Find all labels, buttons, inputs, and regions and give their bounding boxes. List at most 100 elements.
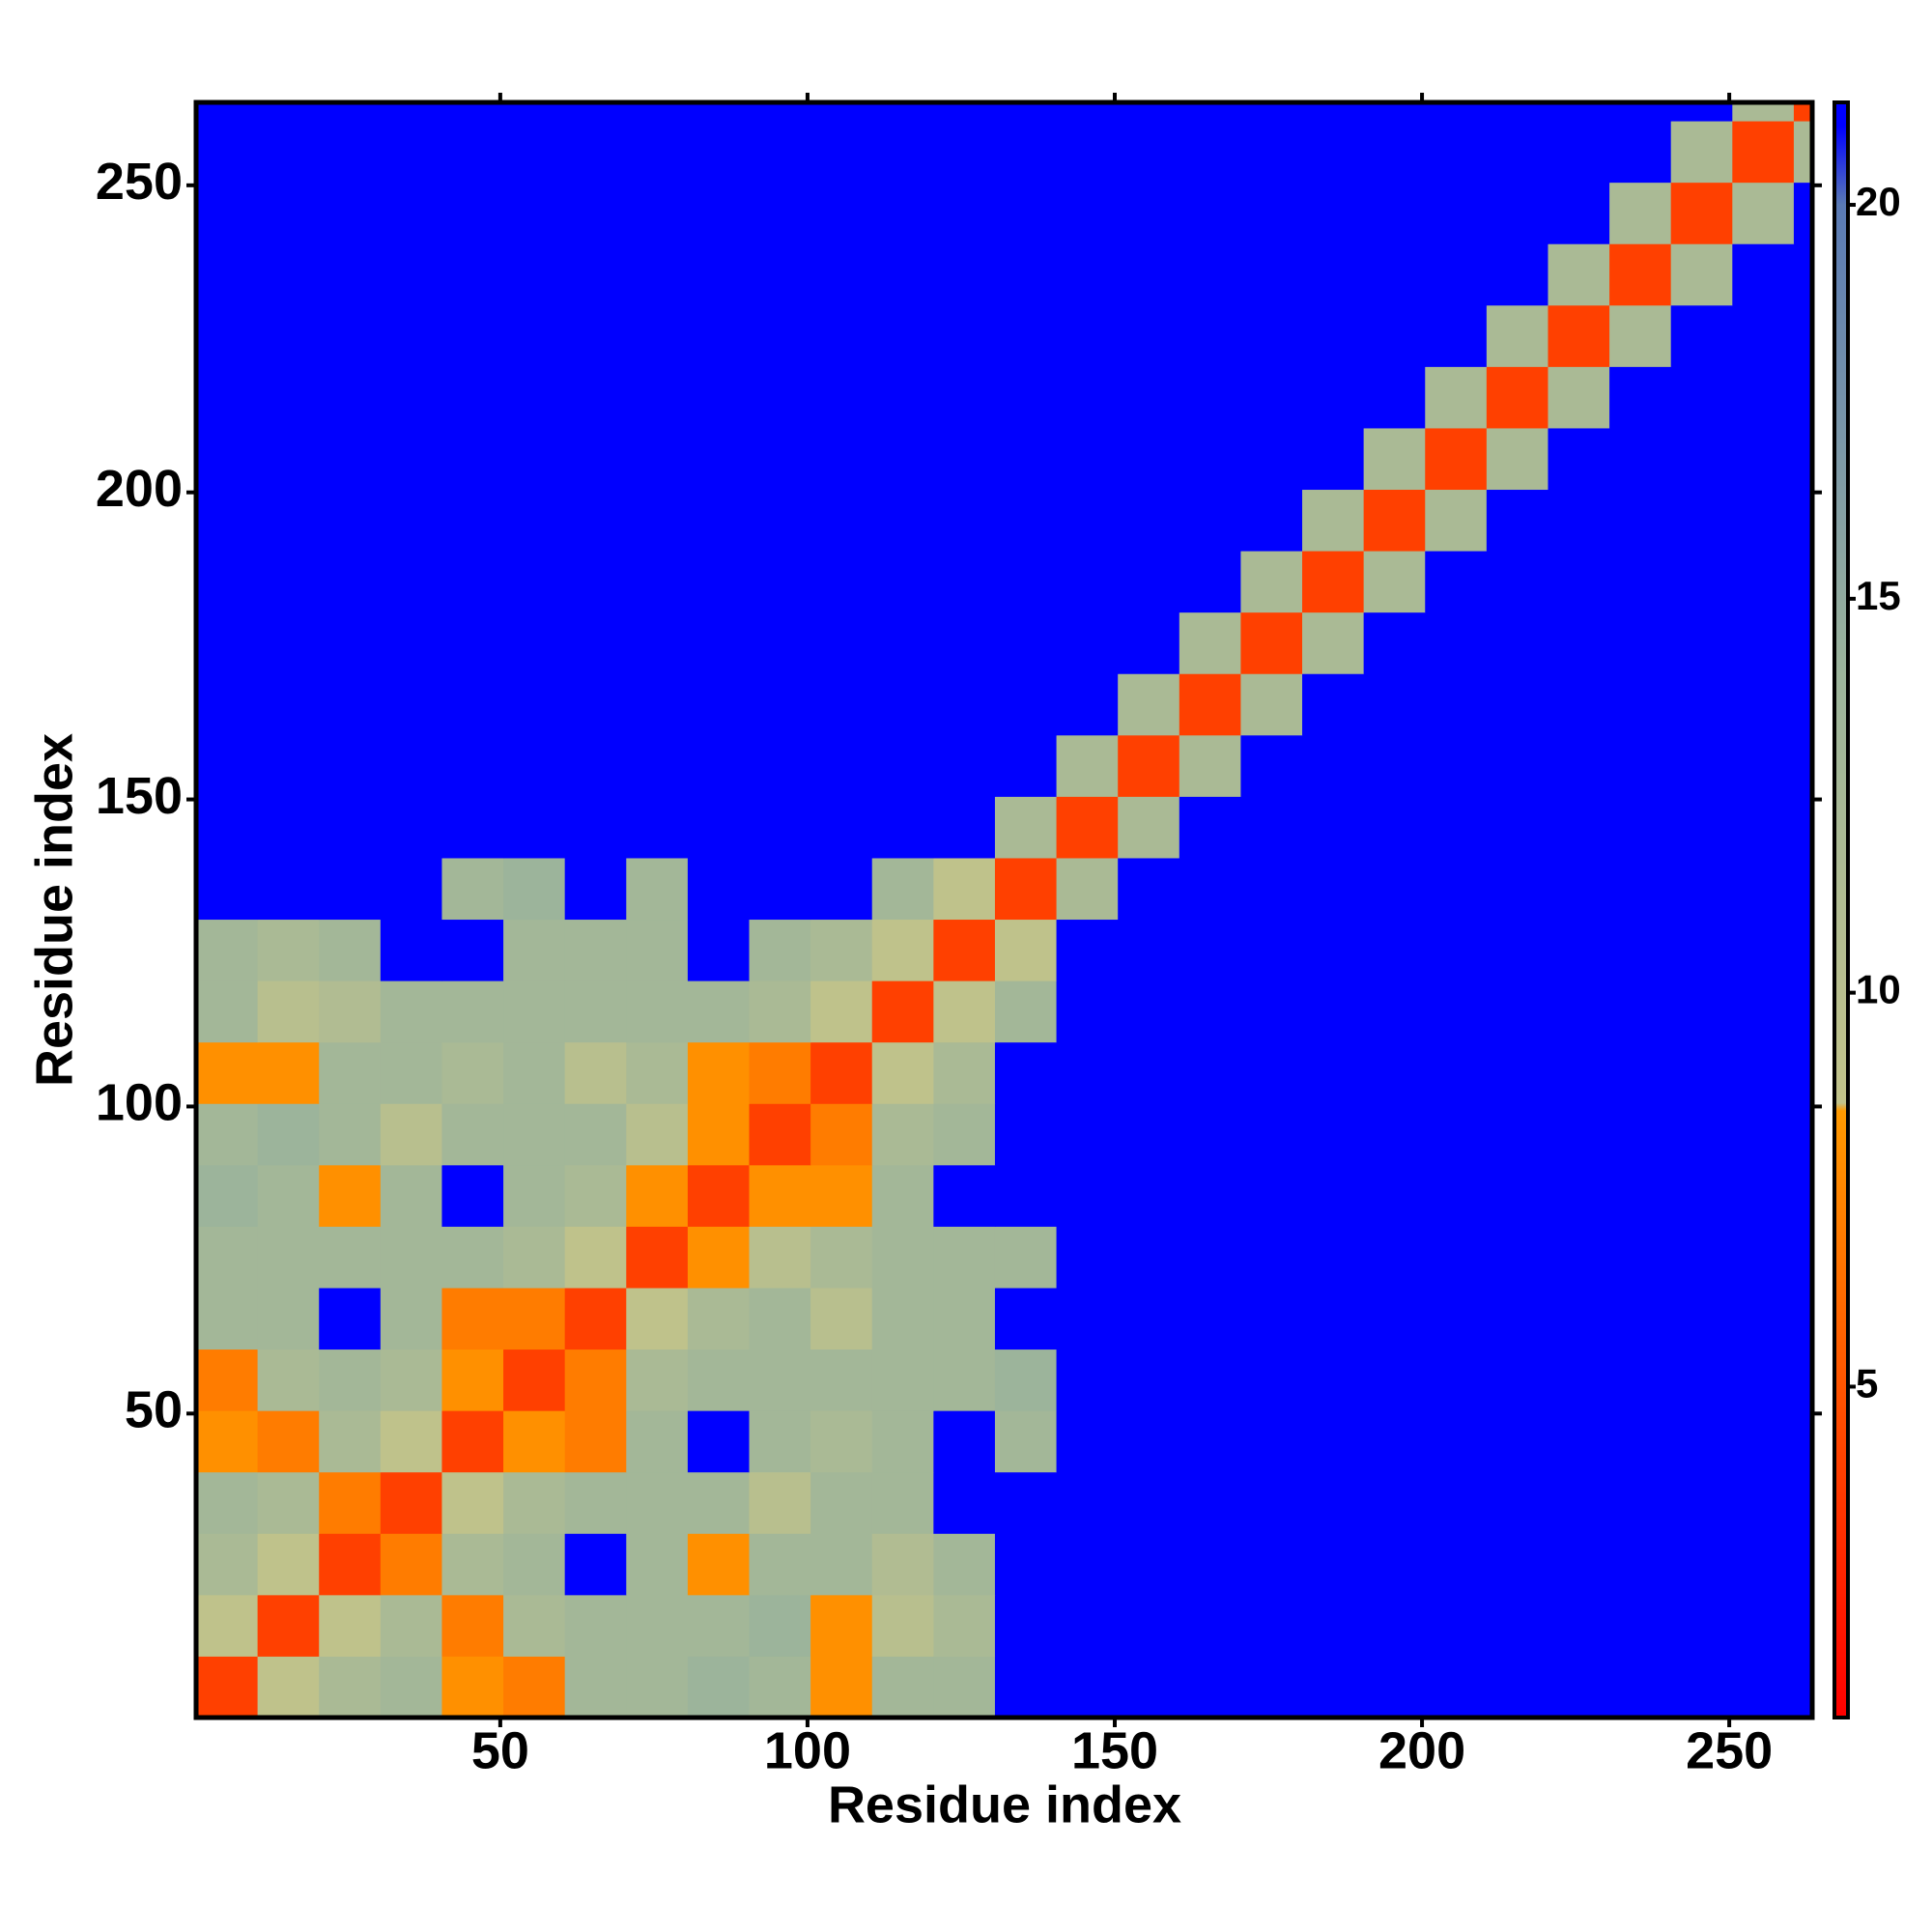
heatmap-cell xyxy=(1118,1164,1180,1227)
heatmap-cell xyxy=(503,673,566,736)
heatmap-cell xyxy=(1548,1287,1610,1350)
heatmap-cell xyxy=(503,1656,566,1719)
heatmap-cell xyxy=(1793,1226,1813,1289)
heatmap-cell xyxy=(1548,1164,1610,1227)
heatmap-cell xyxy=(380,1656,442,1719)
heatmap-cell xyxy=(1302,102,1365,122)
heatmap-cell xyxy=(1609,551,1672,613)
heatmap-cell xyxy=(196,102,259,122)
heatmap-cell xyxy=(1363,1164,1426,1227)
heatmap-cell xyxy=(1056,673,1119,736)
heatmap-cell xyxy=(687,1410,751,1473)
heatmap-cell xyxy=(1793,1164,1813,1227)
heatmap-cell xyxy=(1240,1041,1303,1104)
heatmap-cell xyxy=(503,980,566,1043)
heatmap-cell xyxy=(564,489,627,552)
heatmap-cell xyxy=(1179,980,1241,1043)
heatmap-cell xyxy=(1793,673,1813,736)
heatmap-cell xyxy=(1240,857,1303,921)
heatmap-cell xyxy=(503,1226,566,1289)
heatmap-cell xyxy=(380,243,442,306)
heatmap-cell xyxy=(1670,366,1733,429)
heatmap-cell xyxy=(319,1349,382,1411)
heatmap-cell xyxy=(994,796,1058,859)
heatmap-cell xyxy=(749,489,811,552)
heatmap-cell xyxy=(1179,366,1241,429)
heatmap-cell xyxy=(933,182,996,244)
heatmap-cell xyxy=(1609,121,1672,184)
heatmap-cell xyxy=(1179,427,1241,491)
heatmap-cell xyxy=(933,1533,996,1596)
heatmap-cell xyxy=(1732,1226,1795,1289)
heatmap-cell xyxy=(1425,1349,1488,1411)
heatmap-cell xyxy=(810,1594,873,1657)
heatmap-cell xyxy=(1732,1656,1795,1719)
heatmap-cell xyxy=(1732,611,1795,674)
heatmap-cell xyxy=(1548,366,1610,429)
heatmap-cell xyxy=(933,857,996,921)
heatmap-cell xyxy=(380,1594,442,1657)
heatmap-cell xyxy=(503,1410,566,1473)
heatmap-cell xyxy=(1179,1041,1241,1104)
heatmap-cell xyxy=(871,1349,934,1411)
heatmap-cell xyxy=(1732,857,1795,921)
heatmap-cell xyxy=(564,1103,627,1166)
heatmap-cell xyxy=(257,489,320,552)
heatmap-cell xyxy=(319,366,382,429)
heatmap-cell xyxy=(564,243,627,306)
heatmap-cell xyxy=(1425,611,1488,674)
heatmap-cell xyxy=(319,1041,382,1104)
heatmap-cell xyxy=(1363,796,1426,859)
heatmap-cell xyxy=(257,1226,320,1289)
heatmap-cell xyxy=(749,1471,811,1534)
heatmap-cell xyxy=(810,1656,873,1719)
heatmap-cell xyxy=(1056,1287,1119,1350)
heatmap-cell xyxy=(1548,489,1610,552)
heatmap-cell xyxy=(1056,919,1119,981)
heatmap-cell xyxy=(687,366,751,429)
heatmap-cell xyxy=(1118,1287,1180,1350)
heatmap-cell xyxy=(1732,489,1795,552)
heatmap-cell xyxy=(257,1349,320,1411)
heatmap-cell xyxy=(933,734,996,797)
heatmap-cell xyxy=(1609,427,1672,491)
heatmap-cell xyxy=(1056,1041,1119,1104)
colorbar-tick-label: 5 xyxy=(1856,1361,1878,1406)
heatmap-cell xyxy=(994,1410,1058,1473)
heatmap-cell xyxy=(1670,1410,1733,1473)
heatmap-cell xyxy=(257,1041,320,1104)
heatmap-cell xyxy=(933,1349,996,1411)
heatmap-cell xyxy=(1056,734,1119,797)
heatmap-cell xyxy=(503,182,566,244)
heatmap-cell xyxy=(626,1471,689,1534)
heatmap-cell xyxy=(196,1656,259,1719)
heatmap-cell xyxy=(1240,1594,1303,1657)
heatmap-cell xyxy=(1548,857,1610,921)
heatmap-cell xyxy=(1548,1349,1610,1411)
heatmap-cell xyxy=(1732,1533,1795,1596)
heatmap-cell xyxy=(1118,980,1180,1043)
heatmap-cell xyxy=(749,796,811,859)
heatmap-cell xyxy=(871,1103,934,1166)
heatmap-cell xyxy=(1302,796,1365,859)
heatmap-cell xyxy=(1670,1533,1733,1596)
heatmap-cell xyxy=(749,980,811,1043)
heatmap-cell xyxy=(687,1349,751,1411)
heatmap-cell xyxy=(380,366,442,429)
heatmap-cell xyxy=(933,1041,996,1104)
heatmap-cell xyxy=(687,121,751,184)
heatmap-cell xyxy=(1425,1656,1488,1719)
heatmap-cell xyxy=(1425,102,1488,122)
heatmap-cell xyxy=(1486,304,1548,367)
heatmap-cell xyxy=(1486,489,1548,552)
heatmap-cell xyxy=(871,1471,934,1534)
heatmap-cell xyxy=(810,1164,873,1227)
heatmap-cell xyxy=(1732,1471,1795,1534)
heatmap-cell xyxy=(1179,1103,1241,1166)
heatmap-cell xyxy=(1363,427,1426,491)
heatmap-cell xyxy=(1056,102,1119,122)
heatmap-cell xyxy=(749,304,811,367)
heatmap-cell xyxy=(1302,1226,1365,1289)
heatmap-cell xyxy=(1302,1471,1365,1534)
heatmap-cell xyxy=(1486,243,1548,306)
